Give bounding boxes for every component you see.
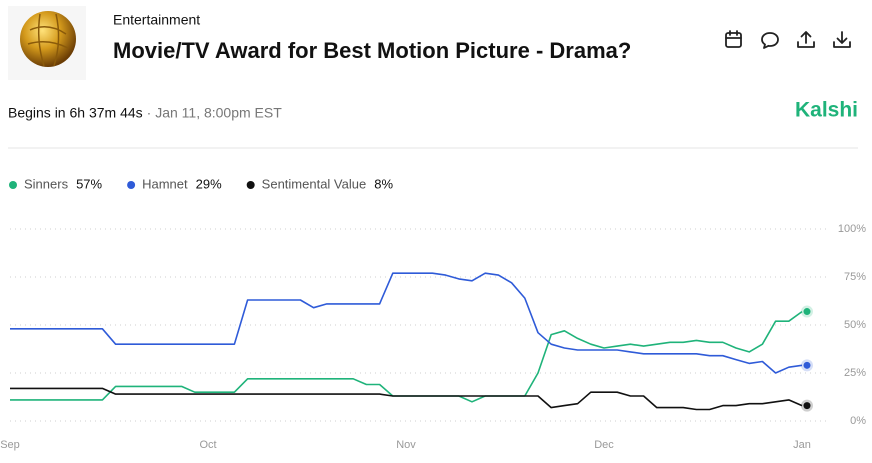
y-tick-label: 25%: [844, 367, 866, 379]
x-tick-label: Jan: [793, 439, 811, 451]
legend-name: Sentimental Value: [262, 176, 367, 191]
brand-logo[interactable]: Kalshi: [795, 99, 858, 122]
x-tick-label: Oct: [199, 439, 216, 451]
x-tick-label: Dec: [594, 439, 614, 451]
legend-value: 57%: [76, 176, 102, 191]
legend-name: Hamnet: [142, 176, 188, 191]
y-tick-label: 0%: [850, 415, 866, 427]
share-button[interactable]: [797, 31, 815, 48]
y-tick-label: 100%: [838, 223, 866, 235]
series-line: [10, 387, 803, 411]
legend-value: 8%: [374, 176, 393, 191]
y-tick-label: 50%: [844, 319, 866, 331]
end-point: [803, 308, 811, 316]
series-line: [10, 272, 803, 374]
download-button[interactable]: [833, 31, 851, 48]
x-tick-label: Sep: [0, 439, 20, 451]
calendar-button[interactable]: [725, 30, 742, 48]
legend-value: 29%: [196, 176, 222, 191]
countdown: Begins in 6h 37m 44s: [8, 105, 143, 121]
event-date: · Jan 11, 8:00pm EST: [147, 105, 283, 121]
market-image: [20, 11, 76, 67]
end-point: [803, 361, 811, 369]
category: Entertainment: [113, 12, 200, 28]
market-image-detail: [27, 13, 69, 67]
y-tick-label: 75%: [844, 271, 866, 283]
legend-dot: [127, 181, 136, 189]
legend-dot: [246, 181, 255, 189]
legend-name: Sinners: [24, 176, 69, 191]
market-title: Movie/TV Award for Best Motion Picture -…: [113, 38, 631, 63]
x-tick-label: Nov: [396, 439, 416, 451]
end-point: [803, 402, 811, 410]
legend-dot: [9, 181, 17, 189]
comment-button[interactable]: [761, 32, 779, 49]
